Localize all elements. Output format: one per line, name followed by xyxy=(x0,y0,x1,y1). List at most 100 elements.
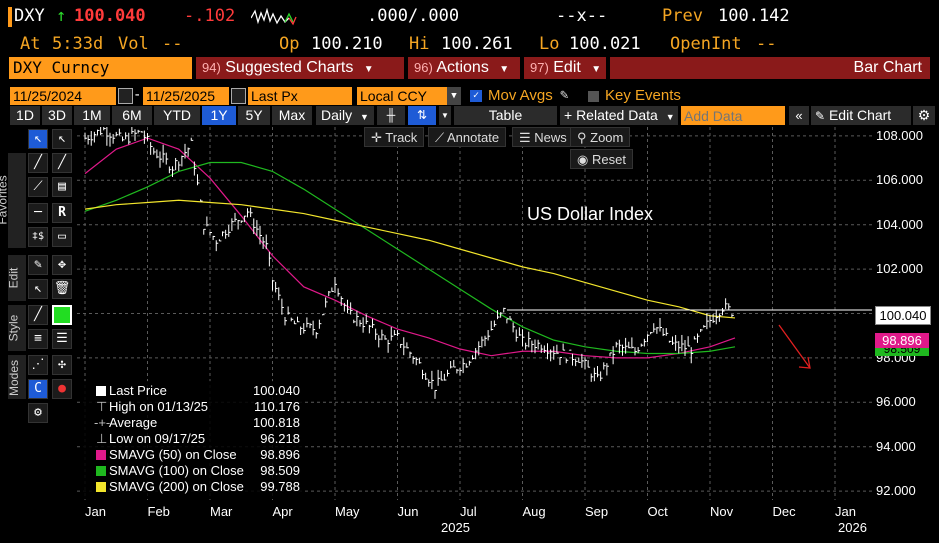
range-1m[interactable]: 1M xyxy=(74,106,110,125)
select-cursor-icon[interactable]: ↖ xyxy=(28,279,48,299)
horizontal-line-icon[interactable]: ─ xyxy=(28,203,48,223)
legend-row-sma100[interactable]: SMAVG (100) on Close 98.509 xyxy=(82,463,304,479)
open-value: 100.210 xyxy=(311,34,383,54)
side-label-modes[interactable]: Modes xyxy=(7,355,26,399)
legend-label: Low on 09/17/25 xyxy=(109,431,206,446)
chart-type-label[interactable]: Bar Chart xyxy=(610,57,930,79)
ticker-symbol[interactable]: DXY xyxy=(14,6,45,26)
menu-bar: DXY Curncy 94) Suggested Charts ▼ 96) Ac… xyxy=(9,57,930,79)
table-button[interactable]: Table xyxy=(454,106,557,125)
legend-label: High on 01/13/25 xyxy=(109,399,209,414)
actions-menu[interactable]: 96) Actions ▼ xyxy=(408,57,520,79)
legend-row-high[interactable]: ⊤ High on 01/13/25 110.176 xyxy=(82,399,304,415)
side-label-style[interactable]: Style xyxy=(6,305,26,351)
x-tick-label: Feb xyxy=(147,504,170,519)
rectangle-icon[interactable]: ▭ xyxy=(52,227,72,247)
related-data-button[interactable]: + Related Data ▼ xyxy=(560,106,678,125)
collapse-left-icon[interactable]: « xyxy=(789,106,809,125)
annotate-button[interactable]: ⟋ Annotate xyxy=(428,127,507,147)
color-swatch[interactable] xyxy=(52,305,72,325)
legend-row-sma50[interactable]: SMAVG (50) on Close 98.896 xyxy=(82,447,304,463)
line-color-icon[interactable]: ╱ xyxy=(28,305,48,325)
pointer-alt-icon[interactable]: ↖ xyxy=(52,129,72,149)
currency-dropdown-icon[interactable]: ▼ xyxy=(447,87,461,105)
range-5y[interactable]: 5Y xyxy=(238,106,270,125)
start-date-field[interactable]: 11/25/2024 xyxy=(10,87,116,105)
up-arrow-icon: ↑ xyxy=(56,6,67,26)
channel-icon[interactable]: ▤ xyxy=(52,177,72,197)
add-data-input[interactable] xyxy=(681,106,785,125)
palette-icon[interactable]: ● xyxy=(52,379,72,399)
price-field-select[interactable]: Last Px xyxy=(248,87,352,105)
currency-select[interactable]: Local CCY xyxy=(357,87,447,105)
range-3d[interactable]: 3D xyxy=(42,106,72,125)
gear-icon[interactable]: ⚙ xyxy=(913,106,935,125)
series-line xyxy=(84,137,736,359)
range-max[interactable]: Max xyxy=(272,106,312,125)
price-chart[interactable]: US Dollar Index xyxy=(77,127,872,500)
x-tick-label: Dec xyxy=(772,504,796,519)
line-weight-icon[interactable]: ≡ xyxy=(28,329,48,349)
move-icon[interactable]: ✥ xyxy=(52,255,72,275)
suggested-charts-menu[interactable]: 94) Suggested Charts ▼ xyxy=(196,57,404,79)
side-label-favorites[interactable]: Favorites xyxy=(0,153,26,248)
range-1d[interactable]: 1D xyxy=(10,106,40,125)
crosshair-icon: ✛ xyxy=(371,130,386,145)
menu-label: Actions xyxy=(436,59,489,76)
edit-menu[interactable]: 97) Edit ▼ xyxy=(524,57,606,79)
caret-down-icon: ▼ xyxy=(363,64,374,75)
trash-icon[interactable]: 🗑 xyxy=(52,279,72,299)
period-select[interactable]: Daily ▼ xyxy=(316,106,374,125)
edit-chart-button[interactable]: ✎ Edit Chart xyxy=(811,106,911,125)
calendar-icon[interactable] xyxy=(118,88,133,104)
pointer-icon[interactable]: ↖ xyxy=(28,129,48,149)
range-6m[interactable]: 6M xyxy=(112,106,152,125)
extended-line-icon[interactable]: ⟋ xyxy=(28,177,48,197)
high-label: Hi xyxy=(409,34,430,54)
pencil-icon[interactable]: ✎ xyxy=(560,87,569,103)
legend-swatch xyxy=(96,466,106,476)
chart-title: US Dollar Index xyxy=(527,204,653,224)
mov-avgs-checkbox[interactable]: ✓ xyxy=(470,90,482,102)
controls-row: 11/25/2024 - 11/25/2025 Last Px Local CC… xyxy=(0,87,939,105)
magnet-icon[interactable]: C xyxy=(28,379,48,399)
trend-line-icon[interactable]: ╱ xyxy=(28,153,48,173)
quote-line-1: DXY ↑ 100.040 -.102 .000/.000 --x-- Prev… xyxy=(0,6,939,30)
legend-value: 99.788 xyxy=(260,479,300,494)
settings-gear-icon[interactable]: ⚙ xyxy=(28,403,48,423)
y-tick-label: 104.000 xyxy=(876,216,923,232)
side-label-edit[interactable]: Edit xyxy=(6,255,26,301)
track-button[interactable]: ✛ Track xyxy=(364,127,425,147)
key-events-checkbox[interactable] xyxy=(588,91,599,102)
brush-icon[interactable]: ✎ xyxy=(28,255,48,275)
legend-row-low[interactable]: ⊥ Low on 09/17/25 96.218 xyxy=(82,431,304,447)
legend-row-average[interactable]: -+- Average 100.818 xyxy=(82,415,304,431)
ray-line-icon[interactable]: ╱ xyxy=(52,153,72,173)
retracement-icon[interactable]: R xyxy=(52,203,72,223)
news-label: News xyxy=(534,130,567,145)
dotted-line-icon[interactable]: ⋰ xyxy=(28,355,48,375)
fibonacci-icon[interactable]: ‡$ xyxy=(28,227,48,247)
style-dropdown-icon[interactable]: ▼ xyxy=(439,106,451,125)
open-interest-label: OpenInt xyxy=(670,34,742,54)
reset-button[interactable]: ◉ Reset xyxy=(570,149,633,169)
news-button[interactable]: ☰ News xyxy=(512,127,574,147)
security-field[interactable]: DXY Curncy xyxy=(9,57,192,79)
end-date-field[interactable]: 11/25/2025 xyxy=(143,87,229,105)
trend-arrow-shaft xyxy=(778,324,811,369)
range-ytd[interactable]: YTD xyxy=(154,106,200,125)
legend-row-last-price[interactable]: Last Price 100.040 xyxy=(82,383,304,399)
ticker-marker xyxy=(8,7,12,27)
calendar-icon[interactable] xyxy=(231,88,246,104)
line-dash-icon[interactable]: ☰ xyxy=(52,329,72,349)
bar-style-icon[interactable]: ╫ xyxy=(377,106,405,125)
line-style-icon[interactable]: ⇅ xyxy=(408,106,436,125)
legend-value: 98.896 xyxy=(260,447,300,462)
legend-row-sma200[interactable]: SMAVG (200) on Close 99.788 xyxy=(82,479,304,495)
caret-down-icon: ▼ xyxy=(591,64,602,75)
price-bars xyxy=(84,127,734,399)
zoom-button[interactable]: ⚲ Zoom xyxy=(570,127,631,147)
track-label: Track xyxy=(385,130,418,145)
crosshair-icon[interactable]: ✣ xyxy=(52,355,72,375)
range-1y[interactable]: 1Y xyxy=(202,106,236,125)
